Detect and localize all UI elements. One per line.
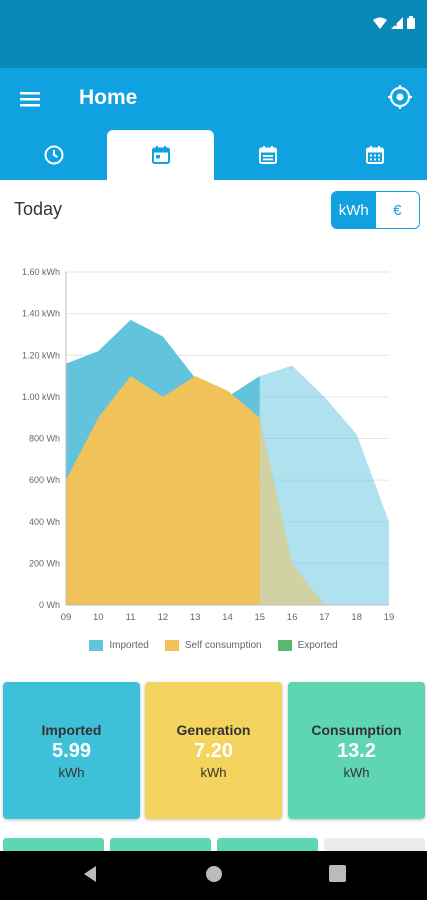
partial-card[interactable]	[324, 838, 425, 852]
x-tick-label: 13	[190, 612, 201, 623]
y-tick-label: 600 Wh	[29, 475, 60, 485]
back-icon[interactable]	[82, 865, 98, 883]
tab-history[interactable]	[0, 130, 107, 180]
legend-item-exported: Exported	[277, 640, 338, 651]
x-tick-label: 11	[126, 612, 136, 623]
home-icon[interactable]	[205, 865, 223, 883]
y-tick-label: 0 Wh	[39, 600, 60, 610]
tab-week[interactable]	[214, 130, 321, 180]
hamburger-icon	[20, 92, 40, 107]
legend-label: Imported	[109, 640, 149, 651]
y-tick-label: 1.60 kWh	[22, 267, 60, 277]
legend-item-imported: Imported	[89, 640, 149, 651]
y-tick-label: 200 Wh	[29, 558, 60, 568]
tab-day[interactable]	[107, 130, 214, 180]
legend-label: Exported	[297, 640, 338, 651]
y-tick-label: 1.40 kWh	[22, 309, 60, 319]
wifi-icon	[373, 17, 387, 29]
x-tick-label: 09	[61, 612, 72, 623]
chart-legend: Imported Self consumption Exported	[0, 640, 427, 651]
legend-label: Self consumption	[184, 640, 262, 651]
y-tick-label: 1.20 kWh	[22, 350, 60, 360]
battery-icon	[407, 16, 415, 29]
unit-euro-button[interactable]: €	[375, 192, 419, 228]
x-tick-label: 17	[319, 612, 330, 623]
card-label: Imported	[41, 721, 102, 738]
x-tick-label: 12	[158, 612, 169, 623]
summary-card-consumption[interactable]: Consumption 13.2 kWh	[288, 682, 425, 819]
unit-kwh-button[interactable]: kWh	[332, 192, 376, 228]
recents-icon[interactable]	[329, 865, 346, 882]
y-tick-label: 400 Wh	[29, 517, 60, 527]
partial-card[interactable]	[110, 838, 211, 852]
y-tick-label: 800 Wh	[29, 434, 60, 444]
energy-chart: 0 Wh 200 Wh 400 Wh 600 Wh 800 Wh 1.00 kWh 1.20…	[22, 267, 395, 623]
card-unit: kWh	[343, 764, 370, 780]
legend-swatch	[277, 640, 292, 651]
crosshair-icon	[388, 85, 412, 109]
app-bar: Home	[0, 68, 427, 130]
clock-icon	[44, 145, 63, 165]
card-value: 7.20	[194, 739, 233, 762]
x-tick-label: 10	[93, 612, 104, 623]
x-tick-label: 16	[287, 612, 298, 623]
tab-month[interactable]	[321, 130, 427, 180]
card-unit: kWh	[58, 764, 85, 780]
summary-card-generation[interactable]: Generation 7.20 kWh	[145, 682, 282, 819]
page-title: Home	[79, 86, 138, 109]
calendar-day-icon	[151, 146, 170, 164]
period-label: Today	[14, 199, 63, 219]
partial-card[interactable]	[3, 838, 104, 852]
partial-card[interactable]	[217, 838, 318, 852]
card-value: 13.2	[337, 739, 376, 762]
legend-swatch	[164, 640, 179, 651]
card-label: Generation	[176, 721, 251, 738]
calendar-week-icon	[258, 146, 277, 164]
period-tabs	[0, 130, 427, 180]
x-tick-label: 18	[351, 612, 362, 623]
card-unit: kWh	[200, 764, 227, 780]
card-value: 5.99	[52, 739, 91, 762]
summary-card-imported[interactable]: Imported 5.99 kWh	[3, 682, 140, 819]
card-label: Consumption	[311, 721, 402, 738]
series-area-forecast	[259, 417, 389, 605]
signal-icon	[391, 16, 403, 29]
status-bar	[0, 0, 427, 68]
series-area-forecast	[259, 365, 389, 605]
x-tick-label: 14	[222, 612, 233, 623]
x-tick-label: 19	[384, 612, 395, 623]
locate-button[interactable]	[387, 84, 413, 110]
legend-swatch	[89, 640, 104, 651]
calendar-month-icon	[365, 146, 384, 164]
unit-toggle: kWh €	[331, 191, 420, 229]
menu-button[interactable]	[18, 86, 44, 112]
legend-item-self-consumption: Self consumption	[164, 640, 262, 651]
status-icons	[373, 16, 415, 29]
series-area	[66, 376, 260, 605]
y-tick-label: 1.00 kWh	[22, 392, 60, 402]
x-tick-label: 15	[255, 612, 266, 623]
system-nav-bar	[0, 851, 427, 900]
